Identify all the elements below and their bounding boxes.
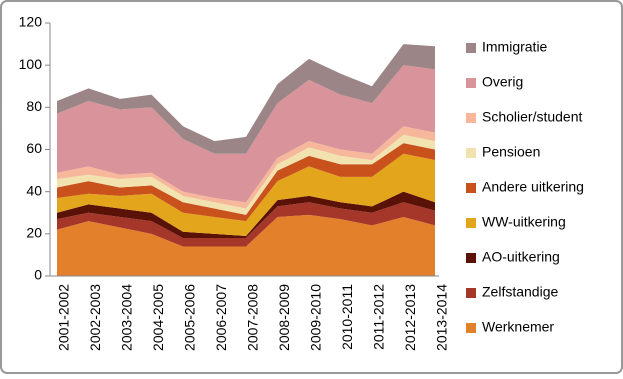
x-tick-label: 2010-2011: [339, 284, 355, 350]
legend-swatch: [466, 43, 476, 53]
y-tick-label: 100: [19, 56, 43, 72]
x-tick-label: 2011-2012: [371, 284, 387, 350]
y-tick-label: 80: [26, 98, 42, 114]
legend-swatch: [466, 323, 476, 333]
legend-swatch: [466, 218, 476, 228]
legend-label: WW-uitkering: [482, 214, 566, 230]
y-tick-label: 40: [26, 182, 42, 198]
y-tick-label: 0: [34, 267, 42, 283]
y-tick-label: 60: [26, 140, 42, 156]
legend-swatch: [466, 113, 476, 123]
legend-label: Andere uitkering: [482, 179, 584, 195]
area: [57, 153, 435, 236]
area: [57, 126, 435, 209]
x-tick-label: 2013-2014: [434, 284, 450, 351]
area: [57, 202, 435, 247]
legend-label: AO-uitkering: [482, 249, 560, 265]
x-tick-label: 2008-2009: [276, 284, 292, 351]
legend-label: Pensioen: [482, 144, 540, 160]
legend-label: Zelfstandige: [482, 284, 558, 300]
x-tick-label: 2007-2008: [245, 284, 261, 351]
legend-label: Overig: [482, 74, 523, 90]
x-tick-label: 2001-2002: [56, 284, 72, 351]
x-tick-label: 2003-2004: [119, 284, 135, 351]
x-tick-label: 2002-2003: [87, 284, 103, 351]
area: [57, 143, 435, 222]
area: [57, 214, 435, 276]
legend-label: Werknemer: [482, 319, 554, 335]
x-tick-label: 2006-2007: [213, 284, 229, 351]
legend-swatch: [466, 78, 476, 88]
area: [57, 44, 435, 154]
legend-label: Immigratie: [482, 39, 548, 55]
legend-swatch: [466, 253, 476, 263]
legend-swatch: [466, 148, 476, 158]
area: [57, 65, 435, 203]
area: [57, 134, 435, 215]
y-tick-label: 20: [26, 225, 42, 241]
x-tick-label: 2005-2006: [182, 284, 198, 351]
area: [57, 191, 435, 239]
x-tick-label: 2009-2010: [308, 284, 324, 351]
legend-swatch: [466, 183, 476, 193]
legend-label: Scholier/student: [482, 109, 583, 125]
y-tick-label: 120: [19, 14, 43, 30]
x-tick-label: 2004-2005: [150, 284, 166, 351]
legend-swatch: [466, 288, 476, 298]
x-tick-label: 2012-2013: [402, 284, 418, 351]
